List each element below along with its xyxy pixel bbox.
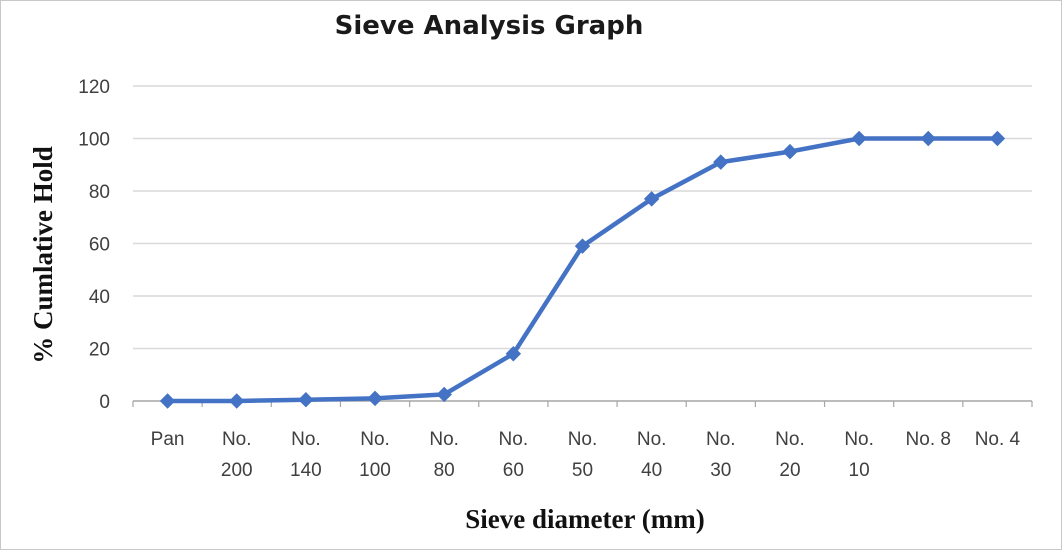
x-tick-label: No. — [568, 429, 598, 450]
y-tick-label: 60 — [89, 235, 110, 256]
data-point — [159, 393, 176, 409]
data-point — [989, 130, 1006, 147]
data-point — [436, 386, 452, 403]
x-tick-label: No. — [222, 429, 252, 450]
x-tick-label: 100 — [359, 460, 391, 481]
y-axis-label: % Cumlative Hold — [28, 146, 58, 364]
x-tick-label: No. — [291, 429, 321, 450]
x-tick-label: No. — [844, 429, 874, 450]
y-tick-label: 20 — [89, 340, 110, 361]
y-tick-label: 100 — [78, 130, 110, 151]
data-point — [643, 191, 660, 207]
data-point — [782, 143, 798, 160]
data-point — [298, 391, 314, 408]
chart-title: Sieve Analysis Graph — [334, 11, 644, 41]
x-tick-label: No. — [706, 429, 736, 450]
data-point — [713, 154, 729, 170]
data-point — [505, 346, 522, 362]
series-line — [165, 136, 1000, 404]
x-tick-label: 200 — [221, 460, 253, 481]
x-tick-label: 40 — [641, 460, 662, 481]
x-tick-label: 80 — [434, 460, 455, 481]
data-point — [367, 390, 383, 407]
y-tick-label: 0 — [99, 392, 110, 413]
x-tick-label: No. 4 — [975, 429, 1021, 450]
x-tick-label: No. — [499, 429, 529, 450]
x-tick-label: No. — [429, 429, 459, 450]
y-tick-labels: 0 20 40 60 80 100 120 — [78, 77, 110, 413]
data-point — [574, 238, 591, 254]
data-point — [229, 393, 245, 409]
data-point — [851, 130, 867, 147]
x-tick-label: 10 — [849, 460, 870, 481]
data-point — [920, 130, 936, 147]
x-tick-label: No. — [360, 429, 390, 450]
x-tick-label: 50 — [572, 460, 593, 481]
gridlines — [133, 85, 1032, 350]
x-tick-labels: Pan No. 200 No. 140 No. 100 No. 80 No. 60 No. 50 No. 4… — [151, 429, 1021, 481]
y-tick-label: 80 — [89, 182, 110, 203]
x-tick-label: 30 — [710, 460, 731, 481]
x-tick-label: No. 8 — [906, 429, 951, 450]
x-tick-label: Pan — [151, 429, 185, 450]
x-tick-label: 140 — [290, 460, 322, 481]
x-tick-label: 20 — [779, 460, 800, 481]
y-tick-label: 40 — [89, 287, 110, 308]
series — [159, 130, 1006, 409]
x-tick-label: No. — [637, 429, 667, 450]
y-tick-label: 120 — [78, 77, 110, 98]
x-axis-label: Sieve diameter (mm) — [465, 504, 704, 534]
x-tick-label: 60 — [503, 460, 524, 481]
x-tick-label: No. — [775, 429, 805, 450]
